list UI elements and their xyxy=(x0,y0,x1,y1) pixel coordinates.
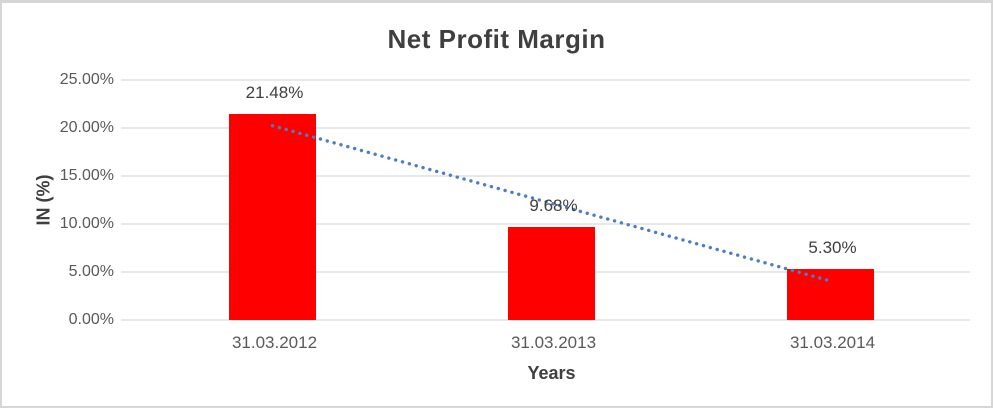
x-axis-title: Years xyxy=(527,363,576,383)
trendline xyxy=(270,123,833,283)
trendline-layer xyxy=(270,123,833,283)
bar xyxy=(229,113,316,320)
bar xyxy=(787,269,874,320)
bar-series xyxy=(2,3,991,406)
chart-title: Net Profit Margin xyxy=(387,24,606,54)
bar xyxy=(508,227,595,320)
